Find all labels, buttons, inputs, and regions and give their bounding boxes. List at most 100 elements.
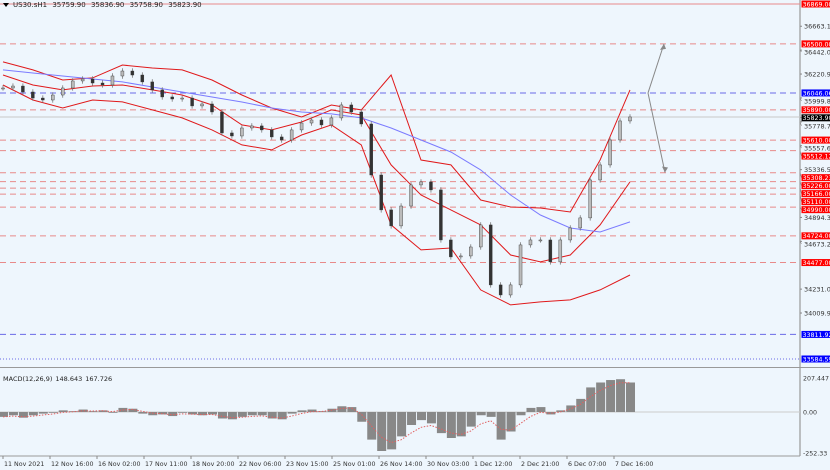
level-label-box [801, 40, 830, 48]
x-tick-label: 30 Nov 03:00 [427, 461, 469, 468]
macd-bar [158, 412, 168, 415]
candle [369, 123, 373, 176]
x-tick-label: 12 Nov 16:00 [51, 461, 93, 468]
x-tick-label: 16 Nov 02:00 [98, 461, 140, 468]
label-leader-line [799, 172, 802, 178]
macd-y-tick-label: 207.447 [803, 376, 829, 383]
macd-bar [397, 412, 407, 437]
upper-band-line [2, 61, 631, 213]
macd-bar [347, 407, 357, 412]
candle [170, 96, 174, 100]
macd-bar [556, 410, 566, 412]
candle [270, 129, 274, 138]
macd-bar [606, 380, 616, 412]
candle [31, 91, 35, 99]
macd-y-tick-label: 0.00 [803, 410, 817, 417]
macd-bar [526, 407, 536, 412]
macd-bar [227, 412, 237, 420]
candle [120, 70, 125, 77]
macd-bar [417, 412, 426, 421]
candle [150, 81, 154, 91]
candle [399, 205, 403, 227]
macd-bar [208, 412, 217, 415]
candle [140, 74, 145, 83]
macd-bar [217, 412, 227, 419]
candle [319, 119, 324, 126]
middle-band-line [2, 74, 631, 263]
macd-bar [237, 412, 247, 417]
level-label: 35610.00 [803, 137, 830, 144]
candle [220, 111, 224, 134]
candle [230, 132, 234, 137]
high-value: 35836.90 [90, 1, 125, 9]
level-label: 35226.00 [803, 183, 830, 190]
candle [61, 87, 65, 96]
candle [558, 239, 563, 263]
candle [21, 85, 25, 93]
level-label-box [801, 259, 830, 267]
candle [359, 111, 363, 125]
macd-bar [108, 412, 118, 413]
macd-bar [58, 410, 68, 412]
candle [339, 104, 344, 119]
x-tick-label: 2 Dec 21:00 [521, 461, 559, 468]
macd-signal-line [2, 382, 631, 444]
macd-bar [0, 412, 8, 417]
candle [200, 103, 204, 107]
candle [449, 239, 453, 258]
y-tick-label: 36442.05 [804, 48, 830, 56]
level-label-box [801, 206, 830, 214]
level-label-box [801, 89, 830, 97]
candle [11, 85, 15, 89]
candle [618, 120, 622, 141]
level-label-box [801, 106, 830, 114]
symbol-label: US30.sH1 [13, 1, 48, 9]
level-label: 35110.00 [803, 199, 830, 206]
candle [588, 179, 592, 219]
level-label: 35512.12 [803, 153, 830, 160]
level-label-box [801, 0, 830, 8]
macd-bar [596, 382, 606, 412]
level-label-box [801, 190, 830, 198]
y-tick-label: 34894.35 [804, 214, 830, 222]
candle [210, 103, 214, 113]
candle [130, 70, 135, 76]
y-tick-label: 35778.75 [804, 122, 830, 130]
level-label: 34990.00 [803, 207, 830, 214]
y-tick-label: 34673.25 [804, 240, 830, 248]
macd-bar [297, 410, 307, 412]
macd-bar [516, 412, 526, 416]
label-leader-line [799, 194, 802, 202]
macd-bar [436, 412, 446, 434]
macd-bar [8, 412, 18, 416]
y-tick-label: 35999.85 [804, 97, 830, 105]
dropdown-triangle-icon[interactable] [3, 3, 9, 7]
level-label: 36869.00 [803, 1, 830, 8]
candle [568, 227, 572, 241]
candle [429, 181, 433, 191]
level-label-box [801, 114, 830, 122]
candle [250, 125, 254, 129]
x-tick-label: 22 Nov 06:00 [239, 461, 281, 468]
macd-bar [486, 412, 496, 417]
level-label-box [801, 330, 830, 338]
label-leader-line [799, 116, 802, 119]
candle [479, 224, 483, 248]
candle [628, 116, 632, 122]
level-label: 35823.90 [803, 115, 830, 122]
y-tick-label: 36220.95 [804, 71, 830, 79]
level-label-box [801, 136, 830, 144]
candle [548, 239, 553, 263]
level-label-box [801, 182, 830, 190]
macd-bar [188, 412, 198, 415]
candle [309, 119, 314, 124]
candle [299, 122, 304, 131]
candle [349, 104, 354, 113]
label-leader-line [799, 206, 802, 210]
candle [498, 284, 503, 296]
label-leader-line [799, 187, 802, 194]
macd-bar [426, 412, 436, 424]
candle [598, 164, 602, 181]
level-label: 36046.06 [803, 90, 830, 97]
macd-bar [456, 412, 466, 437]
